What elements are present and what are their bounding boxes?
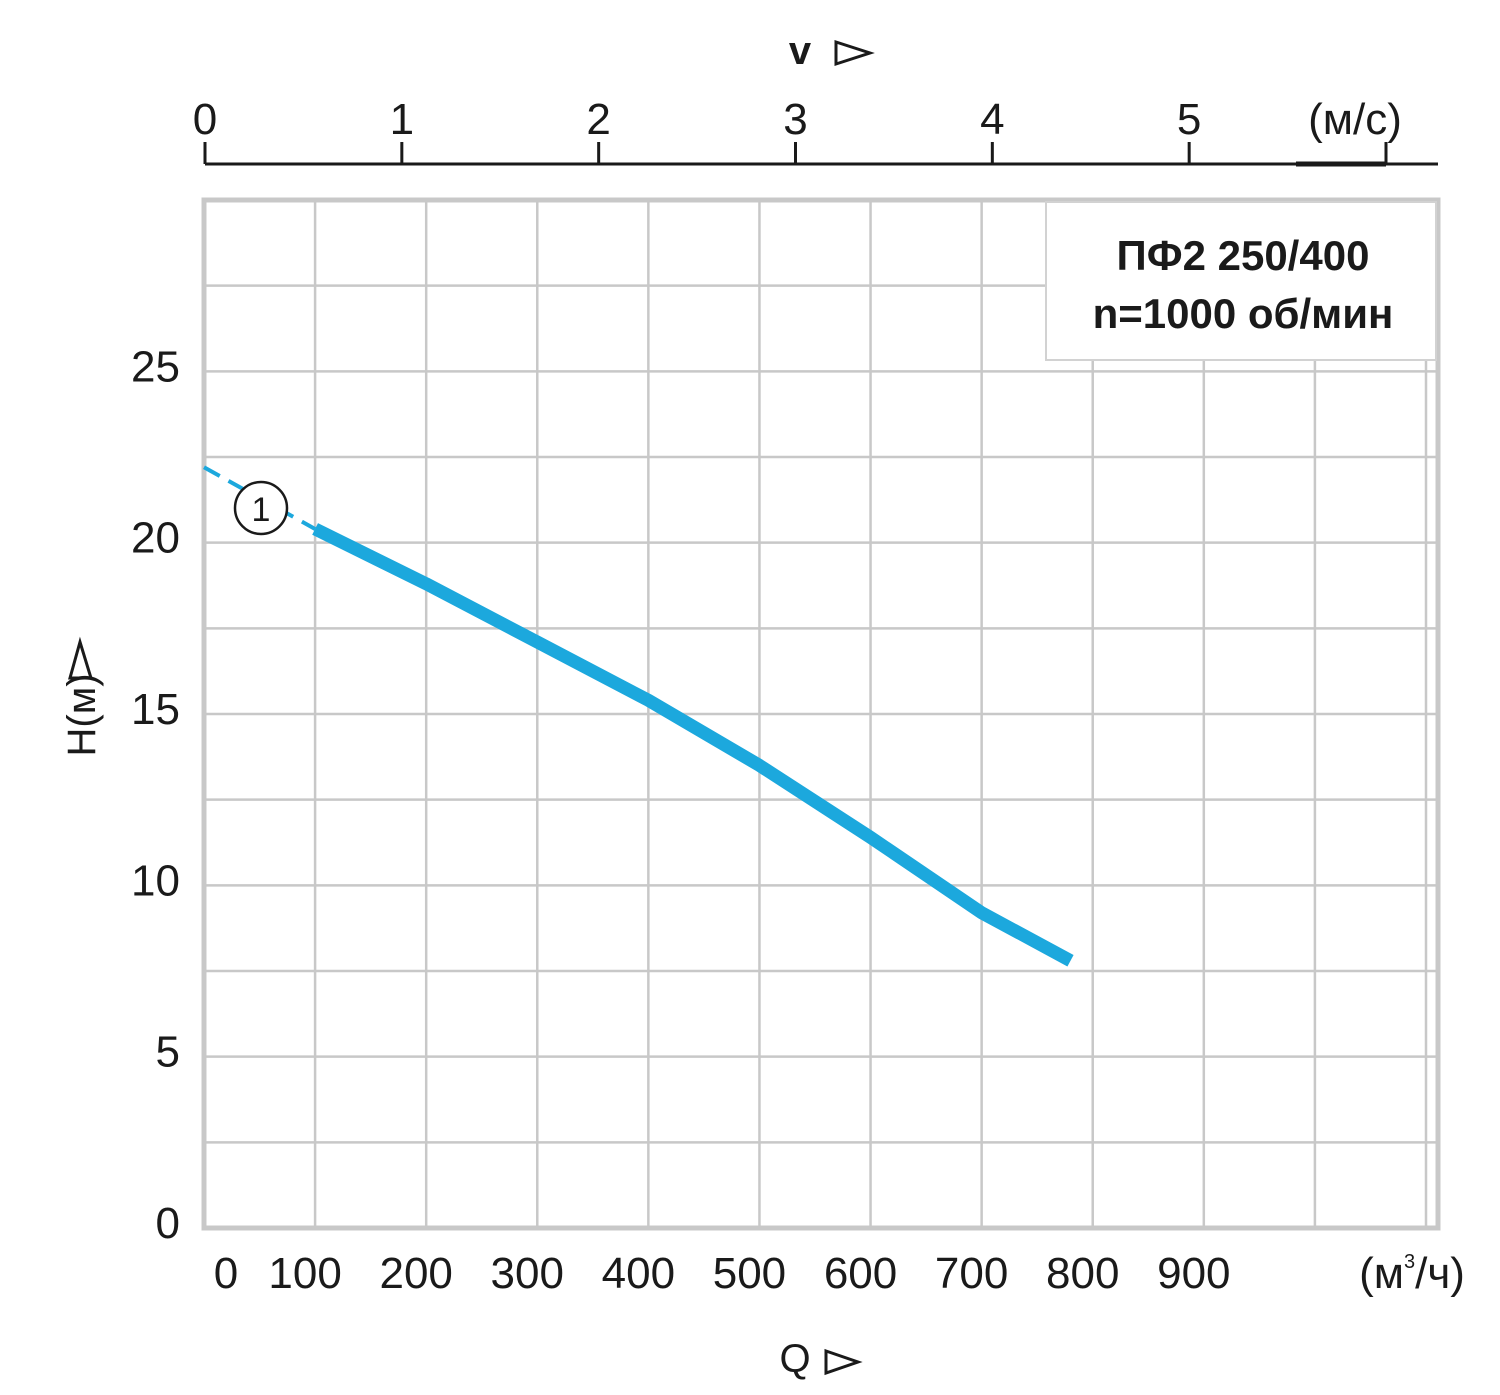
- top-tick-label: 2: [586, 95, 610, 144]
- x-tick-label: 200: [379, 1249, 452, 1298]
- top-axis-unit: (м/с): [1308, 95, 1402, 144]
- y-axis-ticks: 0 5 10 15 20 25: [131, 342, 180, 1248]
- series-line: [312, 523, 1074, 967]
- x-axis-arrow-icon: [824, 1348, 863, 1376]
- y-axis-title: H(м): [60, 673, 104, 756]
- top-tick-label: 3: [783, 95, 807, 144]
- x-tick-label: 300: [491, 1249, 564, 1298]
- top-tick-label: 0: [193, 95, 217, 144]
- x-tick-label: 400: [602, 1249, 675, 1298]
- x-axis-unit-base: (м: [1359, 1249, 1404, 1298]
- x-tick-label: 800: [1046, 1249, 1119, 1298]
- x-axis-title: Q: [779, 1337, 810, 1381]
- top-tick-label: 1: [390, 95, 414, 144]
- x-tick-label: 500: [713, 1249, 786, 1298]
- top-axis-title: v: [789, 29, 812, 73]
- top-tick-label: 4: [980, 95, 1004, 144]
- top-axis-ticks: 0 1 2 3 4 5: [193, 95, 1388, 164]
- legend-speed: n=1000 об/мин: [1093, 290, 1394, 337]
- x-tick-label: 900: [1157, 1249, 1230, 1298]
- x-axis-unit: (м3/ч): [1359, 1249, 1465, 1298]
- y-tick-label: 0: [156, 1199, 180, 1248]
- x-axis-unit-tail: /ч): [1415, 1249, 1465, 1298]
- x-axis-unit-sup: 3: [1404, 1251, 1415, 1273]
- legend-model: ПФ2 250/400: [1117, 232, 1370, 279]
- x-tick-label: 700: [935, 1249, 1008, 1298]
- plot-area: [201, 197, 1441, 1231]
- y-tick-label: 15: [131, 685, 180, 734]
- y-tick-label: 25: [131, 342, 180, 391]
- series-marker-label: 1: [252, 491, 271, 529]
- top-tick-label: 5: [1177, 95, 1201, 144]
- y-tick-label: 5: [156, 1028, 180, 1077]
- x-tick-label: 0: [214, 1249, 238, 1298]
- x-axis-ticks: 0 100 200 300 400 500 600 700 800 900: [214, 1249, 1231, 1298]
- x-tick-label: 600: [824, 1249, 897, 1298]
- top-axis: 0 1 2 3 4 5 v (м/с): [193, 29, 1438, 167]
- y-tick-label: 10: [131, 856, 180, 905]
- series-marker: 1: [233, 480, 289, 536]
- top-axis-arrow-icon: [834, 39, 875, 67]
- legend-box: ПФ2 250/400 n=1000 об/мин: [1045, 201, 1437, 361]
- y-axis-title-group: H(м): [60, 636, 104, 757]
- x-tick-label: 100: [268, 1249, 341, 1298]
- y-tick-label: 20: [131, 514, 180, 563]
- y-axis-arrow-icon: [68, 636, 94, 680]
